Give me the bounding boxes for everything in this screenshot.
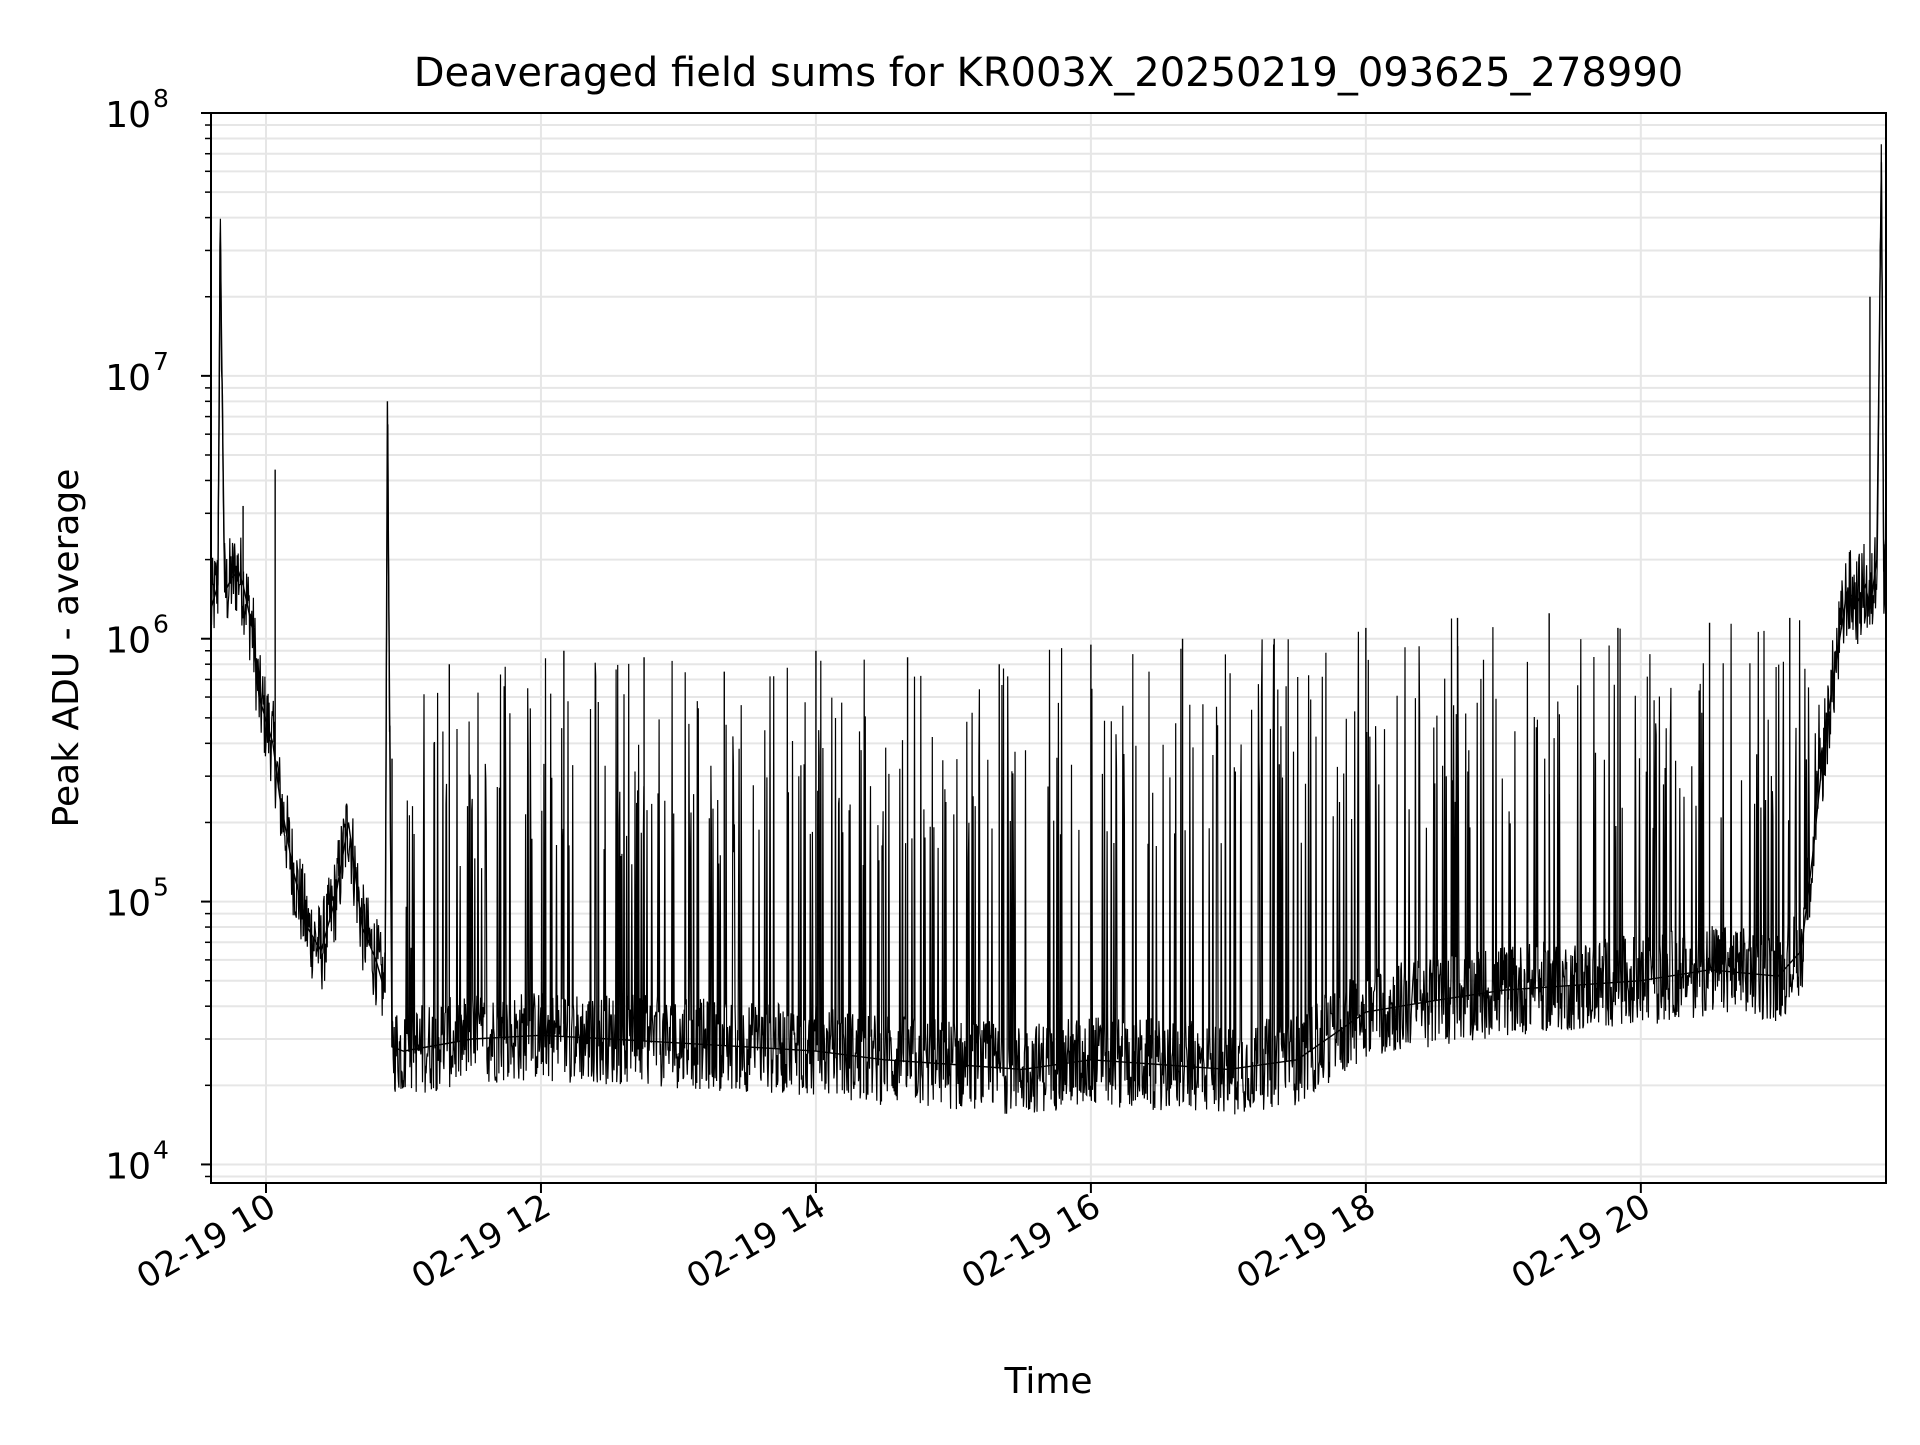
x-tick-label: 02-19 16 <box>955 1186 1107 1297</box>
plot-frame <box>210 112 1887 1184</box>
x-tick-label: 02-19 12 <box>405 1186 557 1297</box>
x-axis-label: Time <box>1003 1361 1092 1402</box>
series-anchor-line <box>210 162 1887 1071</box>
y-tick-exponent: 6 <box>153 610 169 639</box>
y-tick-label: 10 <box>105 1146 151 1187</box>
x-axis-ticks: 02-19 10 02-19 12 02-19 14 02-19 16 02-19 18… <box>130 1183 1657 1297</box>
y-axis-label: Peak ADU - average <box>46 469 87 828</box>
y-tick-label: 10 <box>105 884 151 925</box>
y-tick-exponent: 4 <box>153 1135 169 1164</box>
y-tick-label: 10 <box>105 621 151 662</box>
series-layer <box>210 144 1887 1115</box>
y-tick-exponent: 8 <box>153 84 169 113</box>
x-tick-label: 02-19 18 <box>1230 1186 1382 1297</box>
x-tick-label: 02-19 14 <box>680 1186 832 1297</box>
y-tick-label: 10 <box>105 95 151 136</box>
y-tick-exponent: 7 <box>153 347 169 376</box>
series-line <box>210 144 1887 1115</box>
chart-title: Deaveraged field sums for KR003X_2025021… <box>414 50 1683 96</box>
x-tick-label: 02-19 10 <box>130 1186 282 1297</box>
y-tick-exponent: 5 <box>153 873 169 902</box>
y-tick-label: 10 <box>105 358 151 399</box>
x-tick-label: 02-19 20 <box>1505 1186 1657 1297</box>
